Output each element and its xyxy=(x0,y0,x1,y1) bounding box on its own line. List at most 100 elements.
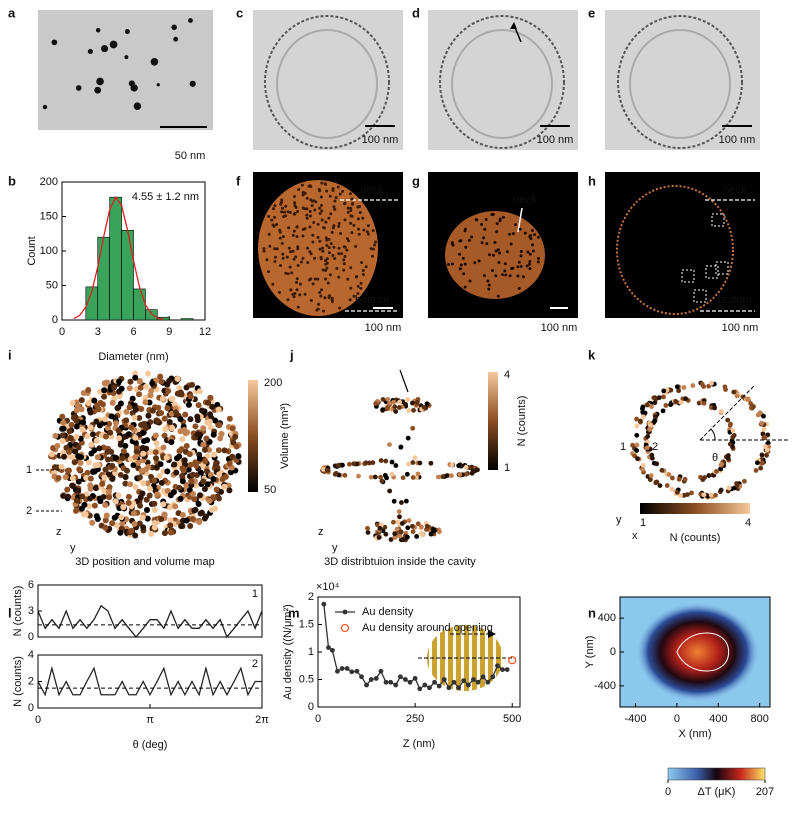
dot xyxy=(196,519,203,526)
dot xyxy=(112,454,119,461)
dot xyxy=(303,227,307,231)
particle xyxy=(109,40,118,49)
x-axis-label: Diameter (nm) xyxy=(98,351,168,363)
dot xyxy=(144,480,151,487)
dot xyxy=(410,425,416,431)
dot xyxy=(96,422,103,429)
dot xyxy=(371,247,375,251)
axis-glyph: x xyxy=(632,530,638,542)
dot xyxy=(318,291,322,295)
dot xyxy=(403,498,409,504)
dot xyxy=(342,245,346,249)
dot xyxy=(137,384,144,391)
tem-images xyxy=(253,10,760,321)
colorbar-label: 4 xyxy=(504,369,510,381)
colorbar-label: 1 xyxy=(640,517,646,529)
dot xyxy=(179,472,186,479)
dot xyxy=(279,202,283,206)
dot xyxy=(385,396,391,402)
dot xyxy=(405,534,410,540)
dot xyxy=(333,471,339,477)
dot xyxy=(349,208,353,212)
dot xyxy=(467,465,473,471)
dot xyxy=(77,459,84,466)
dot xyxy=(347,239,351,243)
dot xyxy=(177,389,184,396)
dot xyxy=(229,425,236,432)
dot xyxy=(169,395,176,402)
dot xyxy=(470,235,474,239)
x-tick-label: 9 xyxy=(166,326,172,338)
dot xyxy=(363,460,369,466)
dot xyxy=(647,427,653,432)
x-tick-label: 400 xyxy=(709,713,727,725)
dot xyxy=(280,210,284,214)
dot xyxy=(318,211,322,215)
dot xyxy=(216,422,223,429)
angle-label: θ xyxy=(712,452,718,464)
dot xyxy=(142,399,149,406)
axis-glyph: z xyxy=(318,526,324,538)
dot xyxy=(176,453,183,460)
dot xyxy=(503,262,507,266)
dot xyxy=(226,415,233,422)
dot xyxy=(73,507,80,514)
dot xyxy=(311,282,315,286)
point xyxy=(441,677,447,682)
dot xyxy=(640,404,646,410)
dot xyxy=(268,244,272,248)
dot xyxy=(267,214,271,218)
point xyxy=(485,679,491,685)
dot xyxy=(339,232,343,236)
dot xyxy=(195,500,202,507)
dot xyxy=(393,463,399,468)
dot xyxy=(143,383,150,390)
dot xyxy=(324,220,328,224)
dot xyxy=(87,409,94,416)
dot xyxy=(305,196,309,200)
dot xyxy=(410,523,415,529)
dot xyxy=(146,485,153,492)
dot xyxy=(210,431,217,438)
dot xyxy=(526,250,530,254)
dot xyxy=(498,217,502,221)
dot xyxy=(72,448,79,455)
dot xyxy=(122,474,129,481)
dot xyxy=(327,246,331,250)
dot xyxy=(161,415,168,422)
dot xyxy=(207,394,214,401)
dot xyxy=(109,475,116,482)
dot xyxy=(125,493,132,500)
dot xyxy=(529,237,533,241)
dot xyxy=(142,394,149,401)
plot-frame xyxy=(37,584,263,638)
panel-label: a xyxy=(8,5,16,20)
point xyxy=(403,677,408,682)
dot xyxy=(322,309,326,313)
annotation: 1 xyxy=(252,588,258,600)
dot xyxy=(644,445,650,451)
dot xyxy=(66,428,73,435)
inset-arrowhead xyxy=(488,630,496,638)
dot xyxy=(278,230,282,234)
dot xyxy=(142,466,149,473)
dot xyxy=(128,424,135,431)
dot xyxy=(176,484,183,491)
dot xyxy=(337,222,341,226)
dot xyxy=(52,432,59,439)
particle xyxy=(100,44,109,53)
dot xyxy=(450,262,454,266)
dot xyxy=(296,245,300,249)
dot xyxy=(415,521,421,527)
dot xyxy=(487,287,491,291)
dot xyxy=(491,253,495,257)
dot xyxy=(365,530,371,535)
dot xyxy=(399,521,405,526)
dot xyxy=(405,435,411,441)
dot xyxy=(682,476,688,482)
dot xyxy=(148,530,155,537)
point xyxy=(446,685,452,691)
dot xyxy=(59,438,66,445)
dot xyxy=(267,270,271,274)
